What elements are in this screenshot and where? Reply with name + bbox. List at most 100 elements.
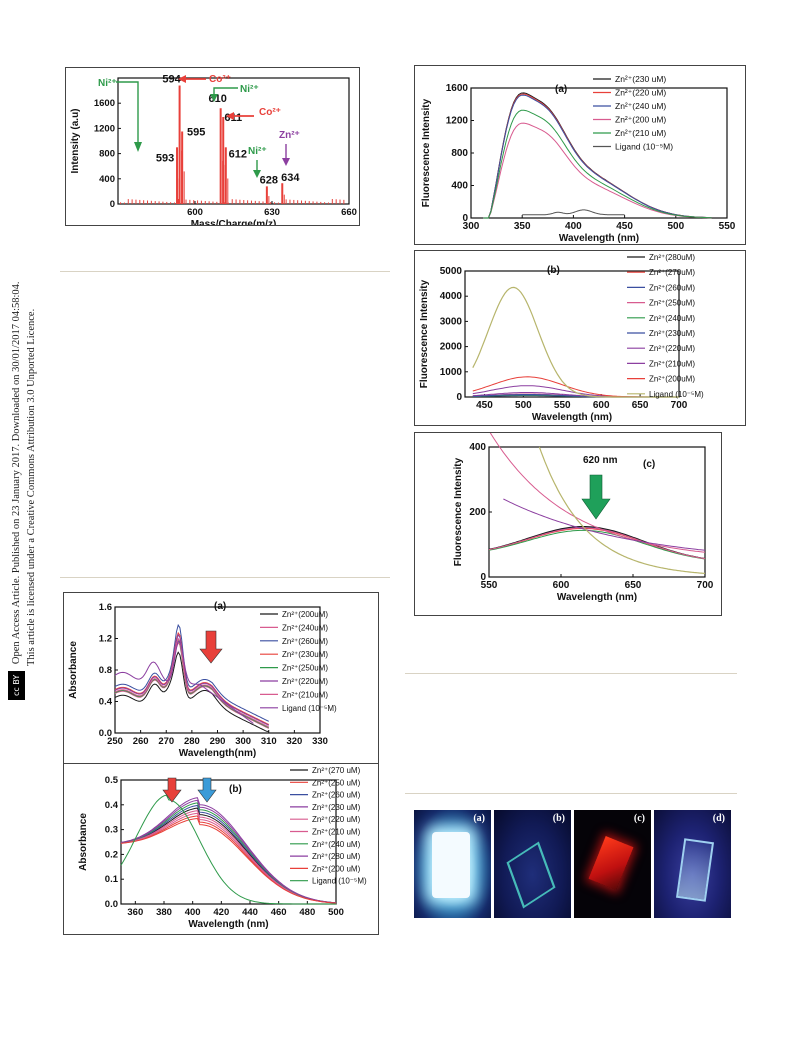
y-axis-label: Fluorescence Intensity (419, 279, 430, 388)
x-tick-label: 550 (554, 400, 571, 411)
y-tick-label: 200 (469, 507, 486, 518)
x-axis-label: Wavelength(nm) (179, 748, 256, 759)
x-tick-label: 550 (719, 221, 736, 232)
ion-annotation: Ni²⁺ (240, 84, 259, 95)
y-axis-label: Absorbance (78, 813, 89, 871)
annotation-arrow (116, 81, 139, 146)
x-tick-label: 260 (133, 736, 149, 747)
ion-annotation: Ni²⁺ (98, 78, 117, 89)
y-tick-label: 0 (462, 213, 468, 224)
x-tick-label: 310 (261, 736, 277, 747)
x-tick-label: 600 (553, 580, 570, 591)
x-tick-label: 400 (565, 221, 582, 232)
peak-annotation: 620 nm (583, 455, 618, 466)
fluorescence-panel-c: 550 600 650 700 0 200 400 Wavelength (nm) Fluore… (414, 430, 722, 616)
licence-line-2[interactable]: This article is licensed under a Creativ… (26, 308, 37, 666)
x-tick-label: 450 (476, 400, 493, 411)
legend-entry: Ligand (10⁻⁵M) (282, 704, 337, 713)
ion-annotation: Zn²⁺ (279, 130, 300, 141)
plot-frame (464, 270, 680, 398)
fluorescence-series (503, 498, 706, 551)
y-tick-label: 0.4 (99, 697, 113, 708)
x-tick-label: 300 (235, 736, 251, 747)
y-axis-label: Intensity (a.u) (70, 108, 81, 173)
y-axis-label: Fluorescence Intensity (453, 457, 464, 566)
absorbance-panel-a: 250 260 270 280 290 300 310 320 330 0.0 0.4 0.8 1.2 1… (63, 592, 379, 764)
photo-label: (b) (552, 813, 565, 824)
panel-label: (b) (547, 265, 560, 276)
cuvette-outline (675, 838, 715, 902)
legend-entry: Zn²⁺(260uM) (282, 637, 328, 646)
peak-label: 628 (260, 174, 278, 186)
x-tick-label: 650 (632, 400, 649, 411)
y-tick-label: 1000 (440, 367, 463, 378)
fluorescence-series (488, 430, 706, 553)
absorbance-series (114, 640, 254, 724)
legend-entry: Zn²⁺(230 uM) (615, 74, 666, 84)
y-tick-label: 1600 (94, 98, 115, 109)
y-tick-label: 800 (99, 149, 115, 160)
y-tick-label: 0.1 (105, 874, 119, 885)
ion-annotation: Ni²⁺ (248, 146, 267, 157)
peak-arrow (581, 474, 611, 520)
cuvette-outline (506, 841, 556, 909)
x-axis-label: Wavelength (nm) (557, 592, 637, 603)
x-tick-label: 270 (158, 736, 174, 747)
y-tick-label: 1.2 (99, 634, 112, 645)
x-tick-label: 460 (271, 907, 287, 918)
decrease-arrow (199, 630, 223, 664)
absorbance-series (114, 631, 270, 725)
annotation-arrowhead (226, 112, 234, 120)
panel-label: (c) (643, 459, 655, 470)
y-tick-label: 2000 (440, 342, 463, 353)
fluorescence-series (488, 527, 706, 560)
peak-label: 593 (156, 152, 174, 164)
legend-entry: Ligand (10⁻⁵M) (312, 877, 367, 886)
x-tick-label: 600 (593, 400, 610, 411)
ion-annotation: Co²⁺ (259, 107, 281, 118)
absorbance-chart-b: 360 380 400 420 440 460 480 500 0.0 0.1 0.2 0.3 0.4 0… (78, 766, 367, 930)
divider (405, 673, 737, 674)
absorbance-series (120, 802, 337, 904)
y-tick-label: 0.5 (105, 775, 119, 786)
legend-entry: Zn²⁺(240uM) (649, 314, 695, 323)
y-tick-label: 400 (451, 181, 468, 192)
y-tick-label: 1600 (446, 83, 469, 94)
fluorescence-series (483, 94, 712, 219)
photo-cuvette-c: (c) (574, 810, 651, 918)
cc-by-badge[interactable]: cc BY (8, 670, 25, 700)
legend-entry: Zn²⁺(210uM) (282, 690, 328, 699)
y-axis-label: Fluorescence Intensity (421, 98, 432, 207)
y-tick-label: 1.6 (99, 602, 112, 613)
divider (405, 793, 737, 794)
x-tick-label: 500 (515, 400, 532, 411)
y-tick-label: 0.4 (105, 800, 119, 811)
annotation-arrowhead (253, 170, 261, 178)
x-axis-label: Mass/Charge(m/z) (191, 219, 277, 225)
x-tick-label: 440 (242, 907, 258, 918)
legend-entry: Zn²⁺(250uM) (282, 664, 328, 673)
mass-spectrum-figure: 600 630 660 0 400 800 1200 1600 Mass/Charge(m/z)… (65, 67, 360, 230)
photo-label: (a) (473, 813, 485, 824)
fluorescence-series (538, 446, 706, 574)
red-emission-cuvette (588, 836, 634, 890)
divider (60, 271, 390, 272)
x-tick-label: 380 (156, 907, 172, 918)
annotation-arrow (213, 87, 238, 96)
legend-entry: Zn²⁺(270 uM) (312, 766, 361, 775)
legend-entry: Zn²⁺(250 uM) (312, 778, 361, 787)
y-tick-label: 400 (99, 174, 115, 185)
legend-entry: Zn²⁺(200uM) (282, 610, 328, 619)
legend-entry: Zn²⁺(200 uM) (312, 864, 361, 873)
x-tick-label: 320 (286, 736, 302, 747)
legend-entry: Zn²⁺(270uM) (649, 268, 695, 277)
peak-label: 595 (187, 127, 205, 139)
x-tick-label: 420 (213, 907, 229, 918)
absorbance-series (114, 633, 270, 726)
divider (60, 577, 390, 578)
licence-text: cc BY Open Access Article. Published on … (8, 140, 38, 700)
panel-label: (b) (229, 784, 242, 795)
fluorescence-chart-b: 450 500 550 600 650 700 0 1000 2000 3000 4000 5000 W… (419, 253, 704, 423)
peak-label: 594 (162, 74, 181, 86)
legend-entry: Zn²⁺(220 uM) (615, 88, 666, 98)
